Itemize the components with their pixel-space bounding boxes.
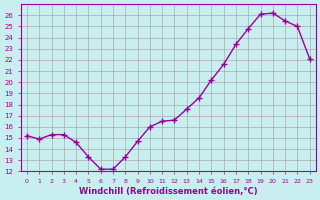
X-axis label: Windchill (Refroidissement éolien,°C): Windchill (Refroidissement éolien,°C) [79,187,258,196]
